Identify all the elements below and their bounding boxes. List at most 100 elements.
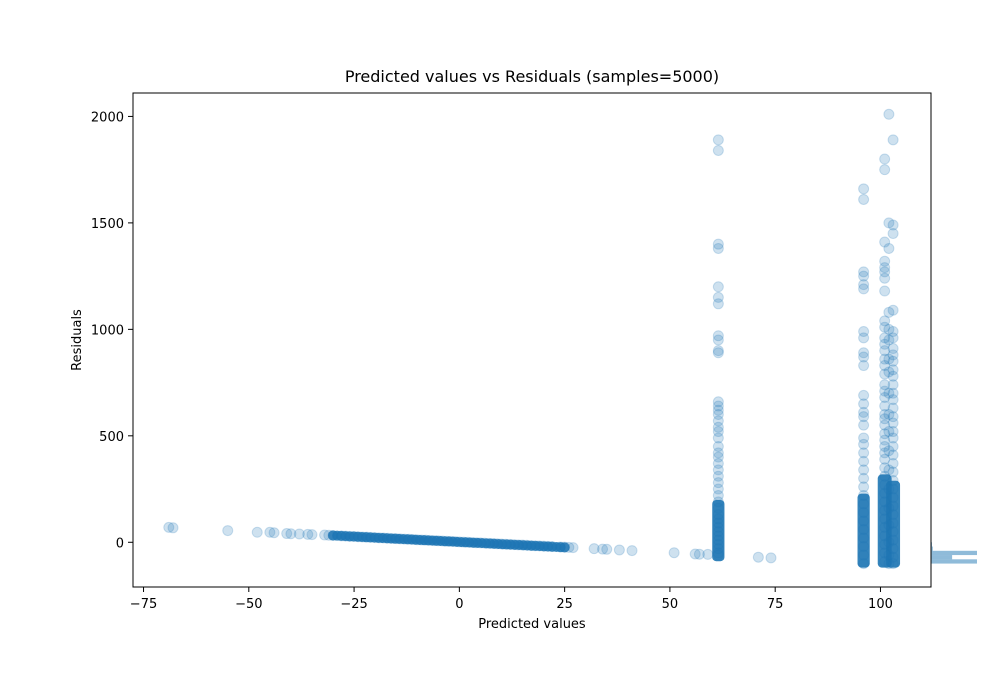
scatter-point (879, 391, 891, 403)
y-tick-label: 2000 (91, 110, 124, 125)
histogram-bar (931, 546, 933, 551)
scatter-point (613, 544, 625, 556)
scatter-point (879, 453, 891, 465)
scatter-point (712, 242, 724, 254)
scatter-point (887, 551, 899, 563)
scatter-point (858, 411, 870, 423)
scatter-point (879, 513, 891, 525)
scatter-point (883, 558, 895, 570)
scatter-point (424, 534, 436, 546)
marginal-histogram (931, 499, 977, 564)
scatter-point (858, 447, 870, 459)
scatter-point (879, 521, 891, 533)
scatter-point (712, 502, 724, 514)
scatter-point (883, 536, 895, 548)
scatter-point (382, 532, 394, 544)
scatter-point (306, 529, 318, 541)
scatter-point (268, 527, 280, 539)
scatter-point (887, 517, 899, 529)
scatter-point (879, 272, 891, 284)
scatter-point (887, 483, 899, 495)
scatter-point (693, 548, 705, 560)
scatter-point (411, 534, 423, 546)
scatter-point (883, 323, 895, 335)
scatter-point (879, 338, 891, 350)
scatter-point (712, 415, 724, 427)
scatter-point (712, 334, 724, 346)
scatter-point (378, 532, 390, 544)
scatter-points (163, 108, 899, 570)
scatter-point (858, 266, 870, 278)
scatter-point (437, 535, 449, 547)
scatter-point (588, 543, 600, 555)
scatter-point (887, 402, 899, 414)
scatter-point (752, 551, 764, 563)
x-tick-label: −25 (340, 597, 367, 612)
scatter-point (883, 409, 895, 421)
scatter-point (883, 242, 895, 254)
scatter-point (668, 547, 680, 559)
scatter-point (858, 464, 870, 476)
scatter-point (712, 538, 724, 550)
scatter-point (858, 432, 870, 444)
scatter-point (887, 364, 899, 376)
scatter-point (542, 540, 554, 552)
scatter-point (445, 535, 457, 547)
scatter-point (887, 440, 899, 452)
scatter-point (712, 496, 724, 508)
scatter-point (858, 332, 870, 344)
scatter-point (887, 558, 899, 570)
y-axis-ticks: 0 500 1000 1500 2000 (91, 110, 133, 551)
scatter-point (504, 538, 516, 550)
x-tick-label: 25 (556, 597, 573, 612)
scatter-point (483, 537, 495, 549)
scatter-point (712, 543, 724, 555)
scatter-point (495, 538, 507, 550)
x-tick-label: −75 (130, 597, 157, 612)
scatter-point (883, 108, 895, 120)
scatter-point (883, 464, 895, 476)
scatter-point (373, 532, 385, 544)
scatter-point (712, 521, 724, 533)
scatter-point (887, 449, 899, 461)
scatter-point (858, 558, 870, 570)
plot-area-frame (132, 92, 932, 588)
x-tick-label: −50 (235, 597, 262, 612)
scatter-point (281, 528, 293, 540)
scatter-point (712, 547, 724, 559)
scatter-point (251, 526, 263, 538)
scatter-point (702, 548, 714, 560)
histogram-bar (931, 559, 977, 564)
scatter-point (293, 528, 305, 540)
scatter-point (302, 528, 314, 540)
scatter-point (712, 517, 724, 529)
scatter-point (879, 236, 891, 248)
scatter-point (879, 479, 891, 491)
scatter-point (887, 134, 899, 146)
scatter-point (858, 406, 870, 418)
scatter-point (879, 470, 891, 482)
scatter-point (163, 521, 175, 533)
scatter-point (428, 535, 440, 547)
scatter-point (521, 539, 533, 551)
scatter-point (879, 332, 891, 344)
scatter-point (879, 368, 891, 380)
scatter-point (712, 451, 724, 463)
scatter-point (559, 541, 571, 553)
scatter-point (415, 534, 427, 546)
y-tick-label: 1000 (91, 323, 124, 338)
scatter-point (420, 534, 432, 546)
scatter-point (887, 325, 899, 337)
scatter-point (879, 164, 891, 176)
scatter-point (887, 355, 899, 367)
scatter-point (712, 238, 724, 250)
dense-point-band (712, 499, 725, 562)
scatter-point (546, 541, 558, 553)
scatter-point (883, 334, 895, 346)
scatter-point (601, 543, 613, 555)
scatter-point (879, 379, 891, 391)
scatter-point (879, 530, 891, 542)
scatter-point (470, 537, 482, 549)
scatter-point (883, 217, 895, 229)
scatter-point (390, 533, 402, 545)
